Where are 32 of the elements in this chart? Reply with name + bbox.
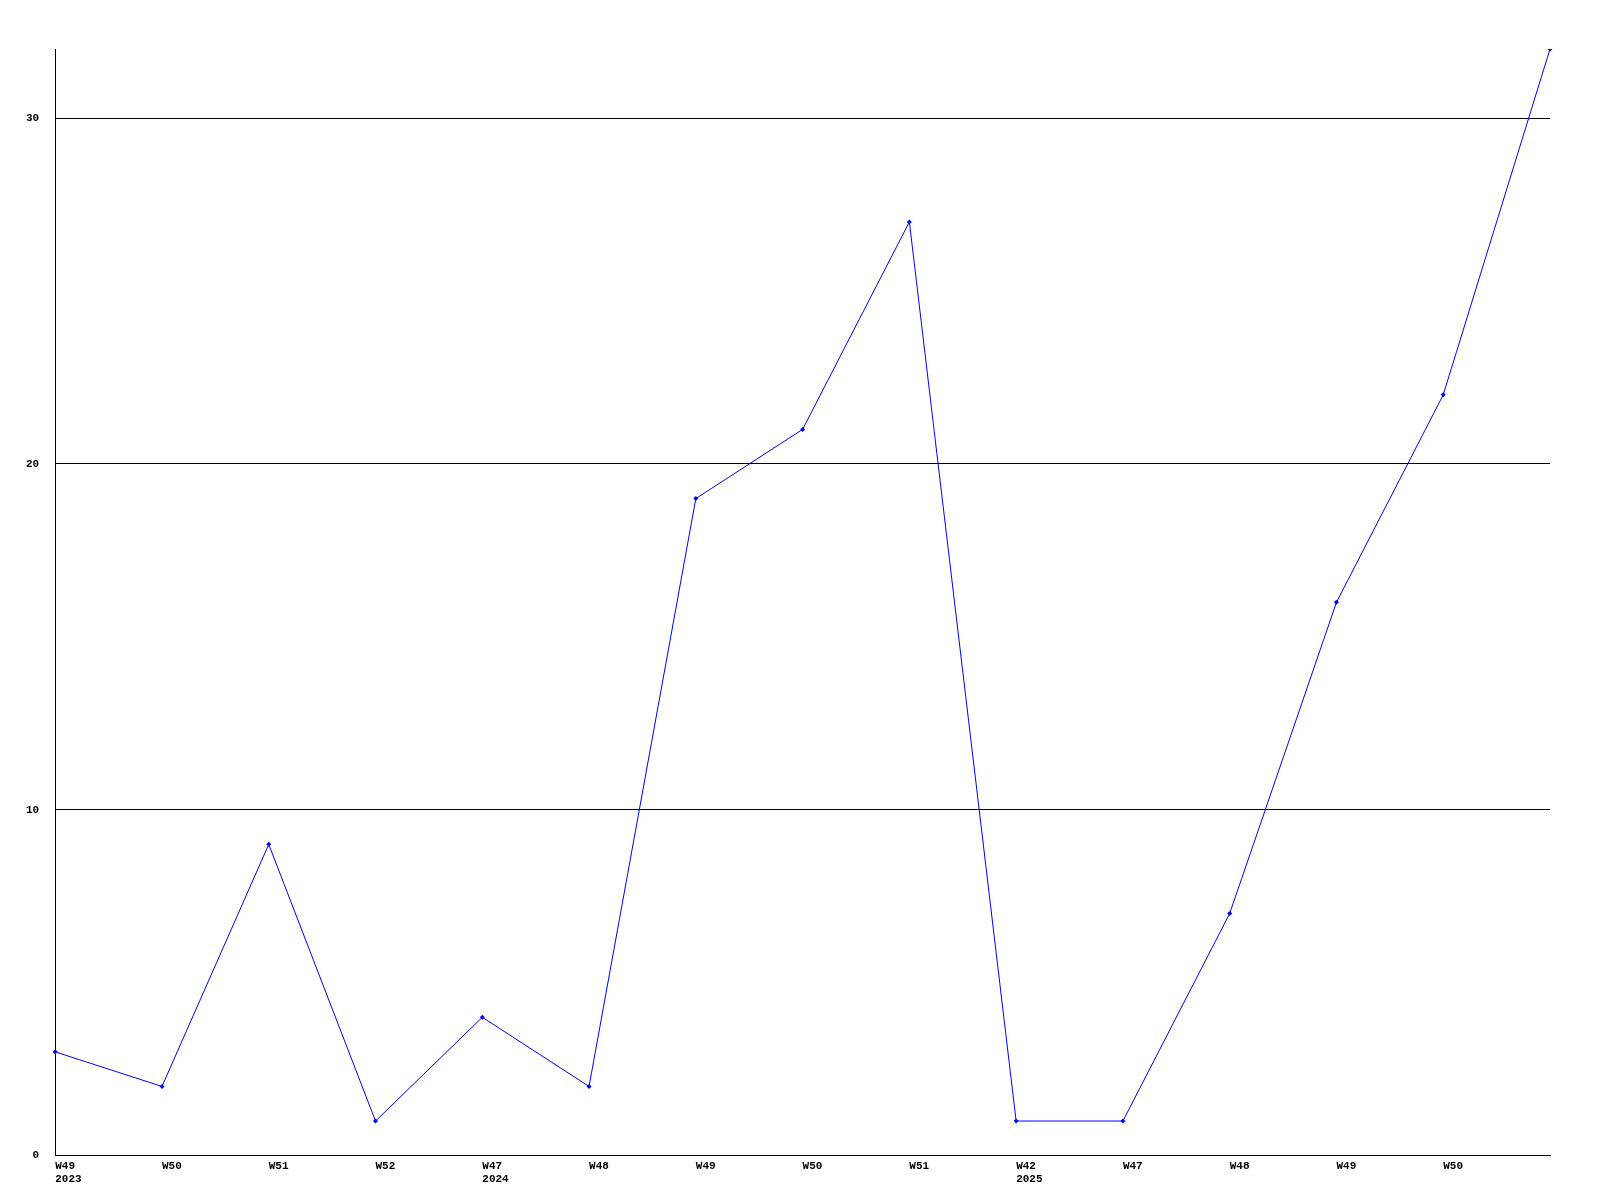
x-tick-label: W52 (375, 1159, 396, 1172)
point (52, 1049, 58, 1055)
y-tick-label: 30 (26, 111, 40, 124)
y-tick-label: 0 (32, 1149, 40, 1162)
x-tick-label: W51 (909, 1159, 930, 1172)
point (586, 1083, 592, 1089)
x-tick-label: W48 (1229, 1159, 1250, 1172)
y-tick-label: 20 (26, 457, 40, 470)
point (479, 1014, 485, 1020)
point (373, 1118, 379, 1124)
x-tick-label: W50 (802, 1159, 823, 1172)
x-tick-label: W50 (1443, 1159, 1464, 1172)
point (159, 1083, 165, 1089)
point (1013, 1118, 1019, 1124)
point (1440, 392, 1446, 398)
point (906, 219, 912, 225)
x-tick-label: W49 (695, 1159, 716, 1172)
point (1227, 911, 1233, 917)
x-tick-label: W49 (1336, 1159, 1357, 1172)
x-tick-label: W49 2023 (55, 1159, 83, 1186)
x-tick-label: W51 (268, 1159, 289, 1172)
point (266, 841, 272, 847)
point (1333, 599, 1339, 605)
x-tick-label: W47 (1122, 1159, 1143, 1172)
x-tick-label: W50 (161, 1159, 182, 1172)
y-tick-label: 10 (26, 803, 40, 816)
point (1120, 1118, 1126, 1124)
x-tick-label: W47 2024 (482, 1159, 510, 1186)
x-tick-label: W48 (589, 1159, 610, 1172)
point (693, 496, 699, 502)
point (800, 426, 806, 432)
x-tick-label: W42 2025 (1016, 1159, 1043, 1186)
